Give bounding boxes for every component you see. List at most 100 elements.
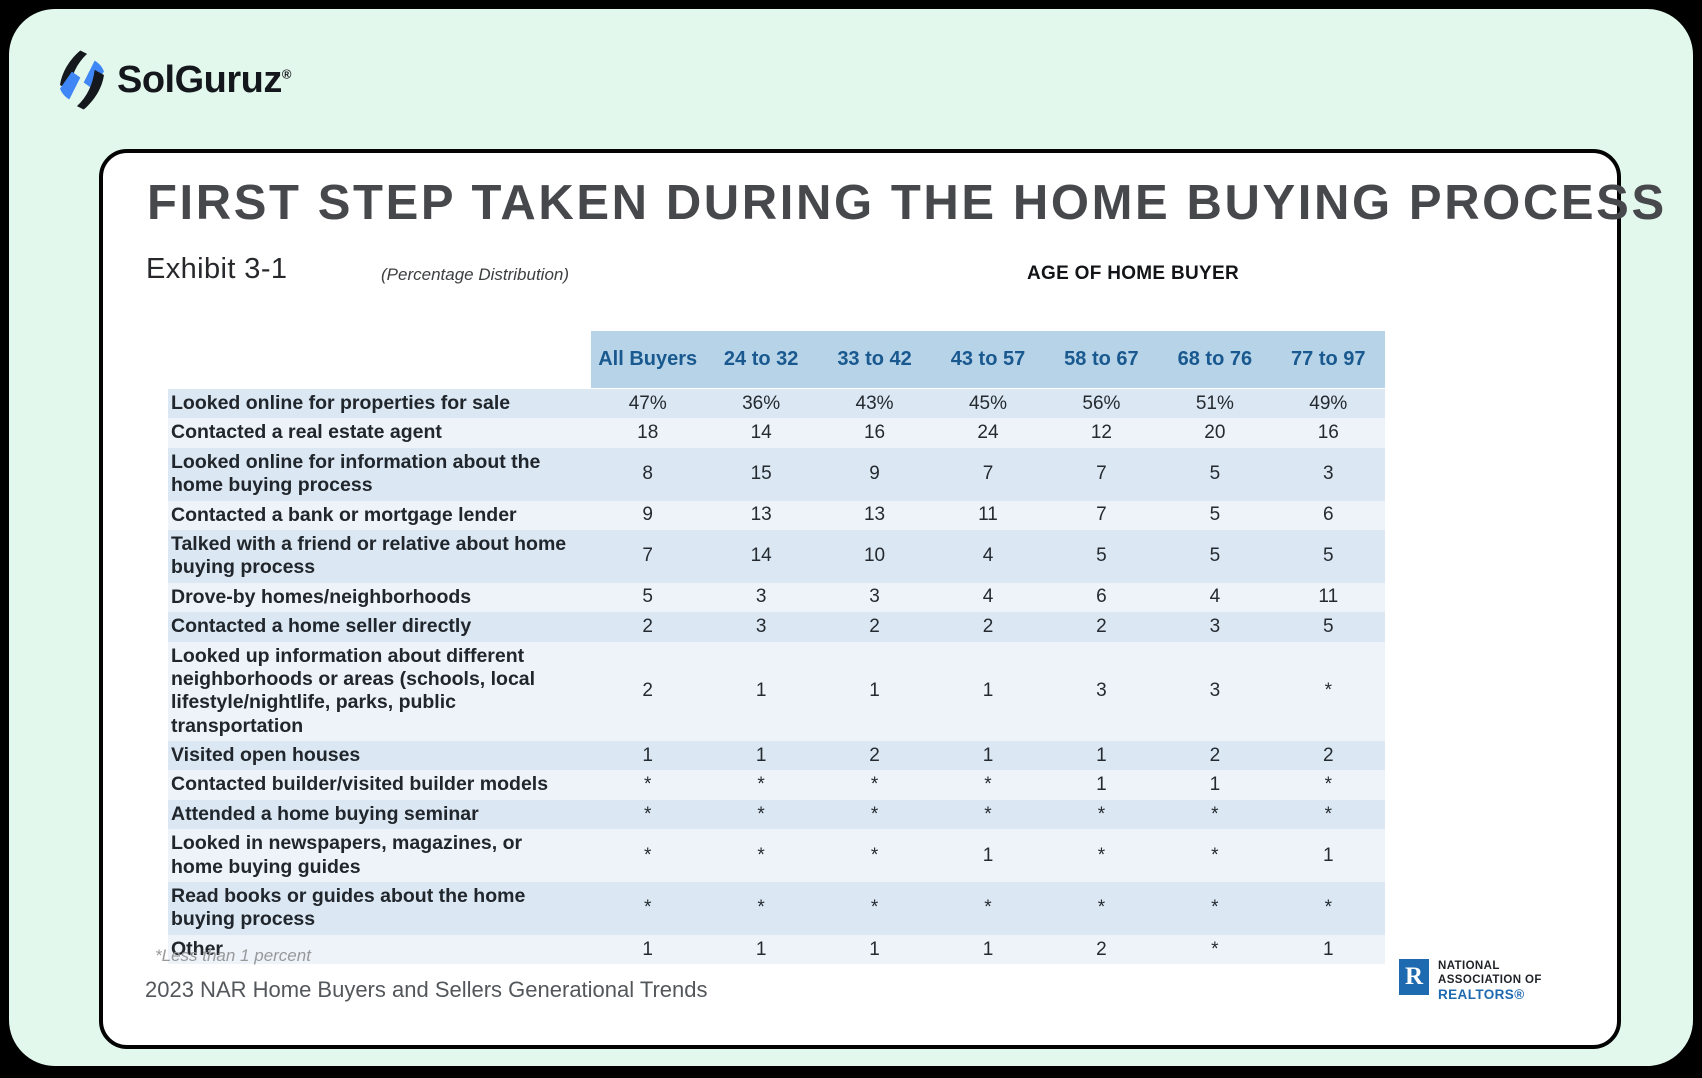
table-header-row: All Buyers 24 to 32 33 to 42 43 to 57 58 to …	[168, 331, 1385, 388]
cell-value: 1	[1322, 938, 1334, 960]
cell-value: 7	[982, 463, 994, 485]
cell-value: 16	[1317, 422, 1339, 444]
cell-value: 16	[863, 422, 886, 444]
cell-value: *	[1097, 803, 1106, 825]
cell-value: 9	[642, 504, 653, 526]
cell-value: 1	[1096, 744, 1107, 766]
table-row: Looked online for information about the …	[168, 447, 1385, 501]
cell-value: 6	[1096, 586, 1107, 608]
solguruz-bolt-icon	[60, 50, 104, 110]
row-label: Drove-by homes/neighborhoods	[171, 585, 472, 608]
cell-value: 11	[978, 504, 998, 526]
row-label: Looked online for information about the …	[171, 450, 541, 497]
cell-value: 49%	[1309, 392, 1348, 414]
cell-value: 2	[1096, 938, 1107, 960]
cell-value: 3	[755, 615, 767, 637]
cell-value: 1	[982, 744, 994, 766]
cell-value: 5	[1209, 463, 1221, 485]
cell-value: 1	[755, 744, 767, 766]
cell-value: *	[1324, 803, 1332, 825]
cell-value: *	[870, 803, 879, 825]
nar-line-1: NATIONAL	[1438, 960, 1500, 972]
cell-value: *	[757, 844, 765, 866]
cell-value: 47%	[628, 392, 667, 414]
cell-value: 3	[1322, 463, 1334, 485]
row-label: Other	[171, 937, 224, 960]
column-header: 58 to 67	[1044, 331, 1159, 388]
cell-value: 14	[750, 545, 772, 567]
row-label: Read books or guides about the home buyi…	[171, 885, 526, 931]
mint-background: SolGuruz® FIRST STEP TAKEN DURING THE HO…	[9, 9, 1693, 1066]
cell-value: 20	[1204, 422, 1226, 444]
cell-value: 6	[1322, 504, 1334, 526]
table-row: Looked up information about different ne…	[168, 641, 1385, 742]
cell-value: 12	[1090, 422, 1112, 444]
nar-line-3: REALTORS®	[1438, 987, 1525, 1003]
column-header: 43 to 57	[931, 331, 1045, 388]
cell-value: 1	[642, 938, 653, 960]
cell-value: 45%	[968, 392, 1007, 414]
cell-value: *	[1211, 897, 1219, 919]
table-row: Looked in newspapers, magazines, or home…	[168, 829, 1385, 883]
row-label: Looked in newspapers, magazines, or home…	[171, 832, 523, 878]
cell-value: 4	[1209, 586, 1221, 608]
cell-value: 1	[1209, 774, 1221, 796]
column-header: All Buyers	[591, 331, 705, 388]
cell-value: 15	[750, 463, 772, 485]
cell-value: *	[644, 897, 652, 919]
nar-logo: R NATIONAL ASSOCIATION OF REALTORS®	[1399, 959, 1542, 1003]
cell-value: 5	[642, 586, 653, 608]
cell-value: 2	[982, 615, 994, 637]
cell-value: 7	[642, 545, 653, 567]
table-row: Talked with a friend or relative about h…	[168, 529, 1385, 583]
footnote: *Less than 1 percent	[155, 946, 311, 965]
cell-value: 1	[755, 680, 767, 702]
cell-value: 5	[1322, 615, 1334, 637]
cell-value: *	[757, 774, 765, 796]
cell-value: 3	[1209, 615, 1221, 637]
cell-value: 7	[1096, 463, 1107, 485]
cell-value: *	[1211, 938, 1219, 960]
cell-value: 10	[863, 545, 886, 567]
cell-value: *	[870, 844, 879, 866]
nar-r-icon: R	[1399, 959, 1429, 995]
cell-value: 4	[982, 586, 994, 608]
cell-value: 5	[1209, 545, 1221, 567]
cell-value: *	[1324, 680, 1332, 702]
cell-value: *	[644, 774, 652, 796]
column-header: 77 to 97	[1271, 331, 1385, 388]
cell-value: 2	[1209, 744, 1221, 766]
row-label: Contacted a home seller directly	[171, 615, 472, 638]
cell-value: 1	[982, 844, 994, 866]
brand-reg-mark: ®	[281, 65, 292, 81]
row-label: Looked online for properties for sale	[171, 392, 511, 414]
row-label: Looked up information about different ne…	[171, 644, 536, 737]
cell-value: *	[757, 803, 765, 825]
column-header: 33 to 42	[817, 331, 932, 388]
table-row: Contacted a real estate agent 18 14 16 24 12 2…	[168, 418, 1385, 448]
cell-value: *	[1324, 774, 1332, 796]
table-row: Read books or guides about the home buyi…	[168, 882, 1385, 935]
cell-value: 1	[982, 938, 994, 960]
cell-value: *	[870, 897, 879, 919]
nar-logo-text: NATIONAL ASSOCIATION OF REALTORS®	[1438, 959, 1542, 1003]
column-header: 24 to 32	[704, 331, 818, 388]
percentage-note: (Percentage Distribution)	[381, 265, 570, 284]
row-label: Contacted a bank or mortgage lender	[171, 503, 517, 526]
cell-value: *	[1211, 844, 1219, 866]
row-label: Contacted a real estate agent	[171, 421, 442, 444]
source-citation: 2023 NAR Home Buyers and Sellers Generat…	[145, 977, 708, 1002]
exhibit-card: FIRST STEP TAKEN DURING THE HOME BUYING …	[99, 149, 1664, 1049]
cell-value: 5	[1096, 545, 1107, 567]
cell-value: 3	[869, 586, 880, 608]
table-row: Visited open houses 1 1 2 1 1 2 2	[168, 741, 1385, 771]
cell-value: 2	[642, 615, 653, 637]
cell-value: 5	[1209, 504, 1221, 526]
table-row: Looked online for properties for sale 47%…	[168, 389, 1385, 419]
column-header: 68 to 76	[1158, 331, 1272, 388]
row-label: Contacted builder/visited builder models	[171, 773, 549, 796]
cell-value: 2	[1322, 744, 1334, 766]
header-spacer	[168, 331, 591, 388]
cell-value: 3	[1209, 680, 1221, 702]
table-row: Attended a home buying seminar * * * * * * *	[168, 799, 1385, 830]
